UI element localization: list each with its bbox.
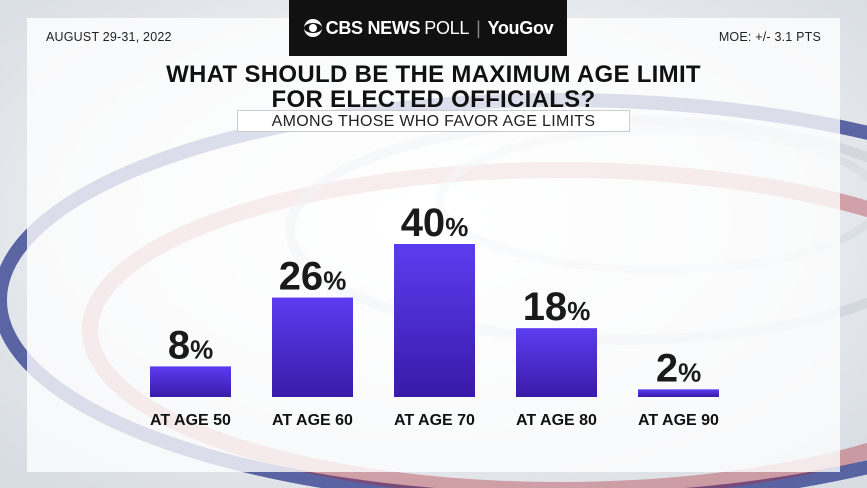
bar-1 [272,297,353,397]
poll-date: AUGUST 29-31, 2022 [46,30,172,44]
brand-header: CBS NEWS POLL | YouGov [289,0,567,56]
bar-value-number: 18 [523,285,568,329]
partner-logo: YouGov [487,17,554,38]
chart-title-line1: WHAT SHOULD BE THE MAXIMUM AGE LIMIT [166,61,701,88]
cbs-eye-icon [303,19,322,37]
category-label: AT AGE 80 [516,412,597,429]
bar-4 [638,389,719,397]
category-label: AT AGE 50 [150,412,231,429]
bar-value-suffix: % [678,357,701,387]
bar-value-suffix: % [323,266,346,296]
bar-value-suffix: % [445,212,468,242]
brand-divider: | [476,17,481,38]
bar-2 [394,244,475,397]
category-label: AT AGE 90 [638,412,719,429]
margin-of-error: MOE: +/- 3.1 PTS [718,30,821,44]
chart-title-line2: FOR ELECTED OFFICIALS? [271,86,596,113]
bar-value-label: 40% [401,201,469,245]
bar-3 [516,328,597,397]
bar-value-label: 2% [656,346,701,390]
category-label: AT AGE 70 [394,412,475,429]
bar-value-number: 8 [168,323,190,367]
bar-value-label: 18% [523,285,591,329]
bar-0 [150,366,231,397]
bar-value-label: 26% [279,255,347,299]
bar-value-number: 2 [656,346,678,390]
category-label: AT AGE 60 [272,412,353,429]
bar-value-suffix: % [567,296,590,326]
brand-secondary: POLL [424,17,470,38]
bar-value-suffix: % [190,334,213,364]
bar-value-number: 40 [401,201,446,245]
chart-subtitle: AMONG THOSE WHO FAVOR AGE LIMITS [237,110,630,132]
chart-title: WHAT SHOULD BE THE MAXIMUM AGE LIMIT FOR… [0,62,867,112]
bar-value-number: 26 [279,255,324,299]
brand-primary: CBS NEWS [325,17,421,38]
bar-value-label: 8% [168,323,213,367]
